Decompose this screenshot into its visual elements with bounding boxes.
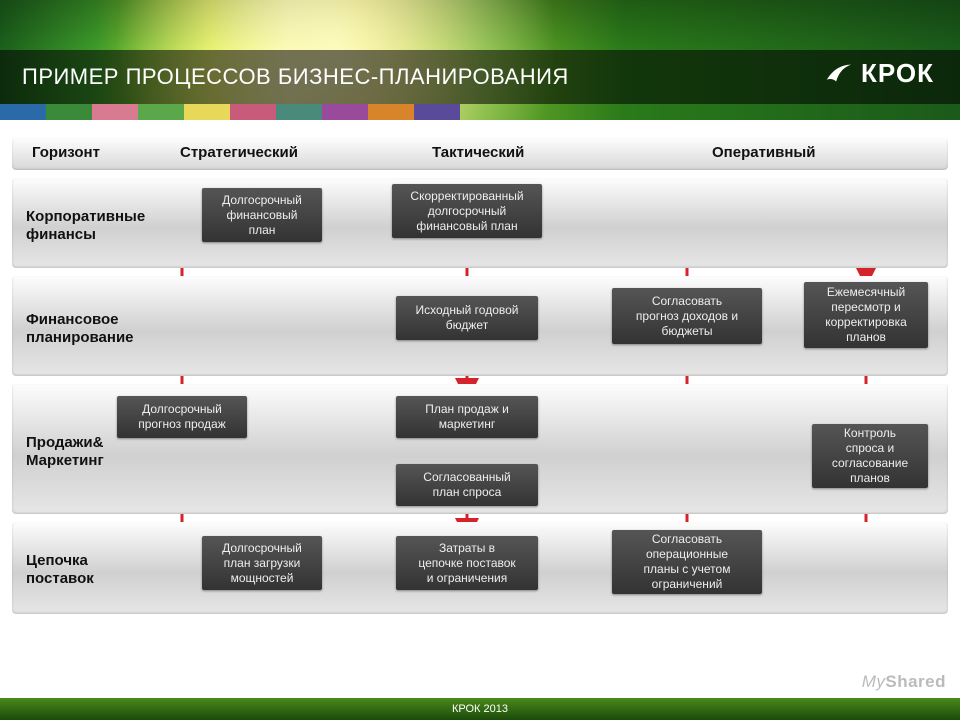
slide-title: ПРИМЕР ПРОЦЕССОВ БИЗНЕС-ПЛАНИРОВАНИЯ xyxy=(22,64,569,90)
row-label: Продажи&Маркетинг xyxy=(26,434,104,470)
column-header: Тактический xyxy=(432,144,524,161)
watermark-prefix: My xyxy=(862,672,886,691)
process-node: Контрольспроса исогласованиепланов xyxy=(812,424,928,488)
title-bar: ПРИМЕР ПРОЦЕССОВ БИЗНЕС-ПЛАНИРОВАНИЯ xyxy=(0,50,960,104)
watermark: MyShared xyxy=(862,672,946,692)
process-node: Долгосрочныйплан загрузкимощностей xyxy=(202,536,322,590)
logo-icon xyxy=(823,59,853,89)
column-header: Стратегический xyxy=(180,144,298,161)
process-node: Согласоватьпрогноз доходов ибюджеты xyxy=(612,288,762,344)
process-node: Долгосрочныйфинансовыйплан xyxy=(202,188,322,242)
watermark-bold: Shared xyxy=(885,672,946,691)
column-header: Горизонт xyxy=(32,144,100,161)
process-node: Долгосрочныйпрогноз продаж xyxy=(117,396,247,438)
brand-text: КРОК xyxy=(861,58,934,89)
row-label: Корпоративныефинансы xyxy=(26,208,145,244)
column-header-bar: Горизонт Стратегический Тактический Операти… xyxy=(12,138,948,170)
process-node: Затраты вцепочке поставоки ограничения xyxy=(396,536,538,590)
process-node: Ежемесячныйпересмотр икорректировкаплано… xyxy=(804,282,928,348)
row-label: Цепочкапоставок xyxy=(26,552,94,588)
column-header: Оперативный xyxy=(712,144,815,161)
color-swatches xyxy=(0,104,460,120)
process-node: Согласоватьоперационныепланы с учетомогр… xyxy=(612,530,762,594)
row-label: Финансовоепланирование xyxy=(26,311,134,347)
slide-header: ПРИМЕР ПРОЦЕССОВ БИЗНЕС-ПЛАНИРОВАНИЯ КРО… xyxy=(0,0,960,120)
process-node: Исходный годовойбюджет xyxy=(396,296,538,340)
process-node: План продаж имаркетинг xyxy=(396,396,538,438)
process-node: Скорректированныйдолгосрочныйфинансовый … xyxy=(392,184,542,238)
brand-logo: КРОК xyxy=(823,58,934,89)
footer-bar: КРОК 2013 xyxy=(0,698,960,720)
footer-text: КРОК 2013 xyxy=(452,703,508,715)
process-node: Согласованныйплан спроса xyxy=(396,464,538,506)
